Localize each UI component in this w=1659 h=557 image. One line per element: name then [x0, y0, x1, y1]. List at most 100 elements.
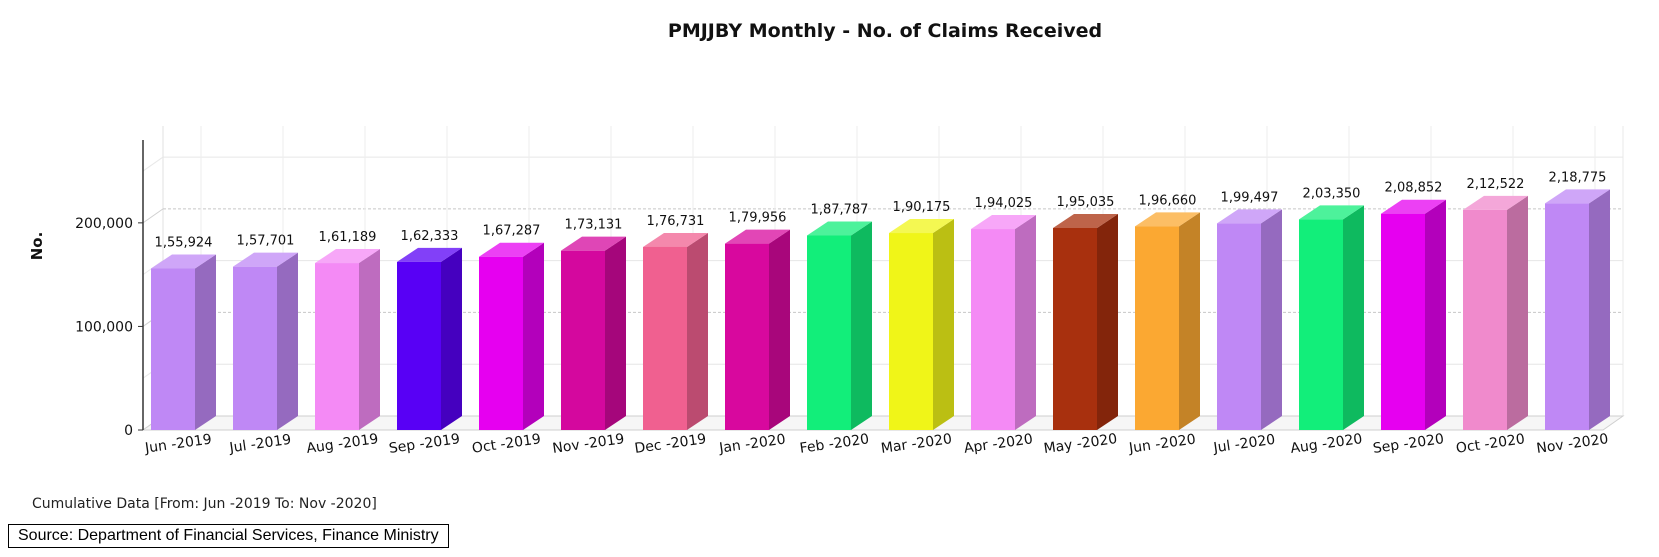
bar-side [1097, 213, 1118, 430]
bar-top [1463, 195, 1528, 210]
bar [397, 247, 462, 430]
bar-front [233, 266, 277, 430]
bar-front [725, 243, 769, 430]
data-label: 2,03,350 [1303, 186, 1361, 201]
bar [1545, 189, 1610, 430]
data-label: 1,73,131 [565, 218, 623, 233]
x-tick-label: Apr -2020 [963, 431, 1034, 456]
x-tick-label: Jun -2020 [1127, 431, 1197, 456]
bar [151, 254, 216, 430]
bar-front [1381, 213, 1425, 430]
bar [479, 242, 544, 430]
bar-top [233, 252, 298, 267]
bar-front [1463, 209, 1507, 430]
bar-top [1299, 205, 1364, 220]
x-tick-label: Jul -2019 [228, 432, 293, 457]
bar-side [441, 247, 462, 430]
bar-top [725, 229, 790, 244]
bar-side [933, 219, 954, 430]
data-label: 1,55,924 [155, 236, 213, 251]
bar-side [605, 236, 626, 430]
bar-side [1261, 209, 1282, 430]
chart-title: PMJJBY Monthly - No. of Claims Received [668, 20, 1102, 42]
bar-side [359, 249, 380, 430]
bar-top [151, 254, 216, 269]
bar-front [561, 250, 605, 430]
bar-top [1545, 189, 1610, 204]
y-ticks: 0 100,000 200,000 [75, 216, 143, 439]
x-tick-label: Sep -2020 [1372, 431, 1445, 457]
x-tick-label: Aug -2020 [1289, 431, 1363, 457]
x-tick-label: Nov -2019 [551, 431, 625, 457]
data-label: 1,76,731 [647, 214, 705, 229]
bar [1217, 209, 1282, 430]
x-tick-label: Sep -2019 [388, 431, 461, 457]
y-tick-label: 0 [124, 423, 133, 439]
bar-front [889, 233, 933, 430]
bar-side [851, 221, 872, 430]
bar-side [1179, 212, 1200, 430]
data-label: 1,61,189 [319, 230, 377, 245]
bar-top [1381, 199, 1446, 214]
x-tick-label: Jul -2020 [1212, 432, 1277, 457]
bar [889, 219, 954, 430]
data-label: 2,12,522 [1467, 177, 1525, 192]
x-tick-label: Feb -2020 [799, 431, 870, 457]
bar [643, 232, 708, 430]
bar-top [315, 249, 380, 264]
bar-side [1589, 189, 1610, 430]
bar-front [397, 261, 441, 430]
bar-side [1343, 205, 1364, 430]
bar-top [807, 221, 872, 236]
bar-top [1053, 213, 1118, 228]
data-label: 1,67,287 [483, 224, 541, 239]
x-tick-label: Oct -2019 [471, 431, 542, 456]
bar-side [277, 252, 298, 430]
cumulative-note: Cumulative Data [From: Jun -2019 To: Nov… [32, 496, 377, 512]
bar [1299, 205, 1364, 430]
gridline-side [142, 156, 164, 172]
x-tick-label: Nov -2020 [1535, 431, 1609, 457]
bar [1053, 213, 1118, 430]
data-label: 1,87,787 [811, 203, 869, 218]
bar-front [971, 229, 1015, 430]
bar-top [561, 236, 626, 251]
gridline-side [142, 208, 164, 224]
bar [561, 236, 626, 430]
data-label: 1,90,175 [893, 200, 951, 215]
bar-top [643, 232, 708, 247]
y-axis-label: No. [28, 232, 46, 261]
bar [971, 215, 1036, 430]
data-label: 1,94,025 [975, 196, 1033, 211]
bar-front [1053, 227, 1097, 430]
bar [725, 229, 790, 430]
bar-front [1217, 223, 1261, 430]
bar-front [479, 256, 523, 430]
data-label: 1,57,701 [237, 234, 295, 249]
x-tick-label: Jan -2020 [717, 431, 786, 456]
x-ticks: Jun -2019 Jul -2019 Aug -2019 Sep -2019 Oct … [143, 431, 1609, 457]
data-label: 1,99,497 [1221, 190, 1279, 205]
bar-front [1135, 226, 1179, 430]
bar-top [1217, 209, 1282, 224]
bar-top [889, 219, 954, 234]
x-tick-label: Mar -2020 [880, 431, 953, 457]
bar-front [643, 246, 687, 430]
bar [1463, 195, 1528, 430]
x-tick-label: Aug -2019 [305, 431, 379, 457]
data-label: 1,79,956 [729, 211, 787, 226]
source-box: Source: Department of Financial Services… [8, 524, 449, 548]
bar [233, 252, 298, 430]
bars [151, 189, 1610, 430]
data-label: 2,08,852 [1385, 181, 1443, 196]
bar-side [1507, 195, 1528, 430]
bar [1135, 212, 1200, 430]
x-tick-label: Dec -2019 [634, 431, 708, 457]
bar-front [1545, 203, 1589, 430]
data-label: 2,18,775 [1549, 170, 1607, 185]
bar-top [397, 247, 462, 262]
bar-front [151, 268, 195, 430]
bar-side [687, 232, 708, 430]
bar [315, 249, 380, 430]
